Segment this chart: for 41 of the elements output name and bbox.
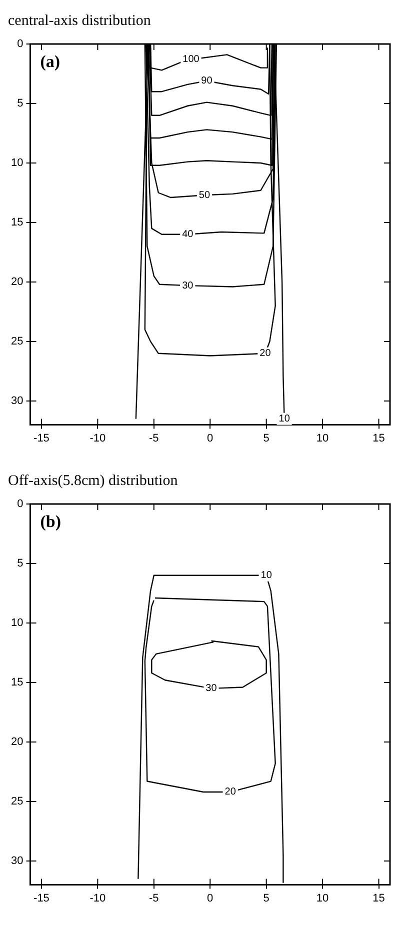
y-tick-label: 0 xyxy=(17,498,24,510)
y-tick-label: 30 xyxy=(10,395,24,408)
y-tick-label: 25 xyxy=(10,796,24,808)
series-label: 40 xyxy=(182,229,194,240)
series-label: 30 xyxy=(182,280,194,292)
x-tick-label: 10 xyxy=(316,432,329,444)
x-tick-label: -10 xyxy=(90,432,106,444)
series-label: 90 xyxy=(201,76,213,87)
chart-title: central-axis distribution xyxy=(8,12,152,29)
x-tick-label: 15 xyxy=(372,432,385,444)
x-tick-label: -5 xyxy=(149,892,159,904)
series-label: 10 xyxy=(260,570,272,582)
series-label: 20 xyxy=(224,786,236,798)
x-tick-label: -5 xyxy=(149,432,159,444)
x-tick-label: -15 xyxy=(34,892,50,904)
y-tick-label: 20 xyxy=(10,276,24,288)
series-label: 50 xyxy=(198,190,210,201)
x-tick-label: 10 xyxy=(316,892,329,904)
x-tick-label: -10 xyxy=(90,892,106,904)
y-tick-label: 15 xyxy=(10,676,24,689)
x-tick-label: 15 xyxy=(372,892,385,904)
series-label: 30 xyxy=(206,683,218,694)
x-tick-label: 0 xyxy=(207,432,214,444)
x-tick-label: 0 xyxy=(207,892,214,904)
x-tick-label: -15 xyxy=(34,432,50,444)
y-tick-label: 5 xyxy=(17,558,24,570)
series-label: 10 xyxy=(278,414,290,425)
y-tick-label: 10 xyxy=(10,617,24,630)
y-tick-label: 25 xyxy=(10,336,24,348)
y-tick-label: 15 xyxy=(10,216,24,229)
series-label: 20 xyxy=(260,348,272,360)
x-tick-label: 5 xyxy=(263,432,270,444)
annotation: (a) xyxy=(40,52,60,71)
x-tick-label: 5 xyxy=(263,892,270,904)
y-tick-label: 20 xyxy=(10,736,24,748)
y-tick-label: 5 xyxy=(17,98,24,110)
y-tick-label: 30 xyxy=(10,855,24,868)
annotation: (b) xyxy=(40,512,62,531)
y-tick-label: 10 xyxy=(10,157,24,170)
y-tick-label: 0 xyxy=(17,38,24,50)
chart-title: Off-axis(5.8cm) distribution xyxy=(8,472,178,489)
